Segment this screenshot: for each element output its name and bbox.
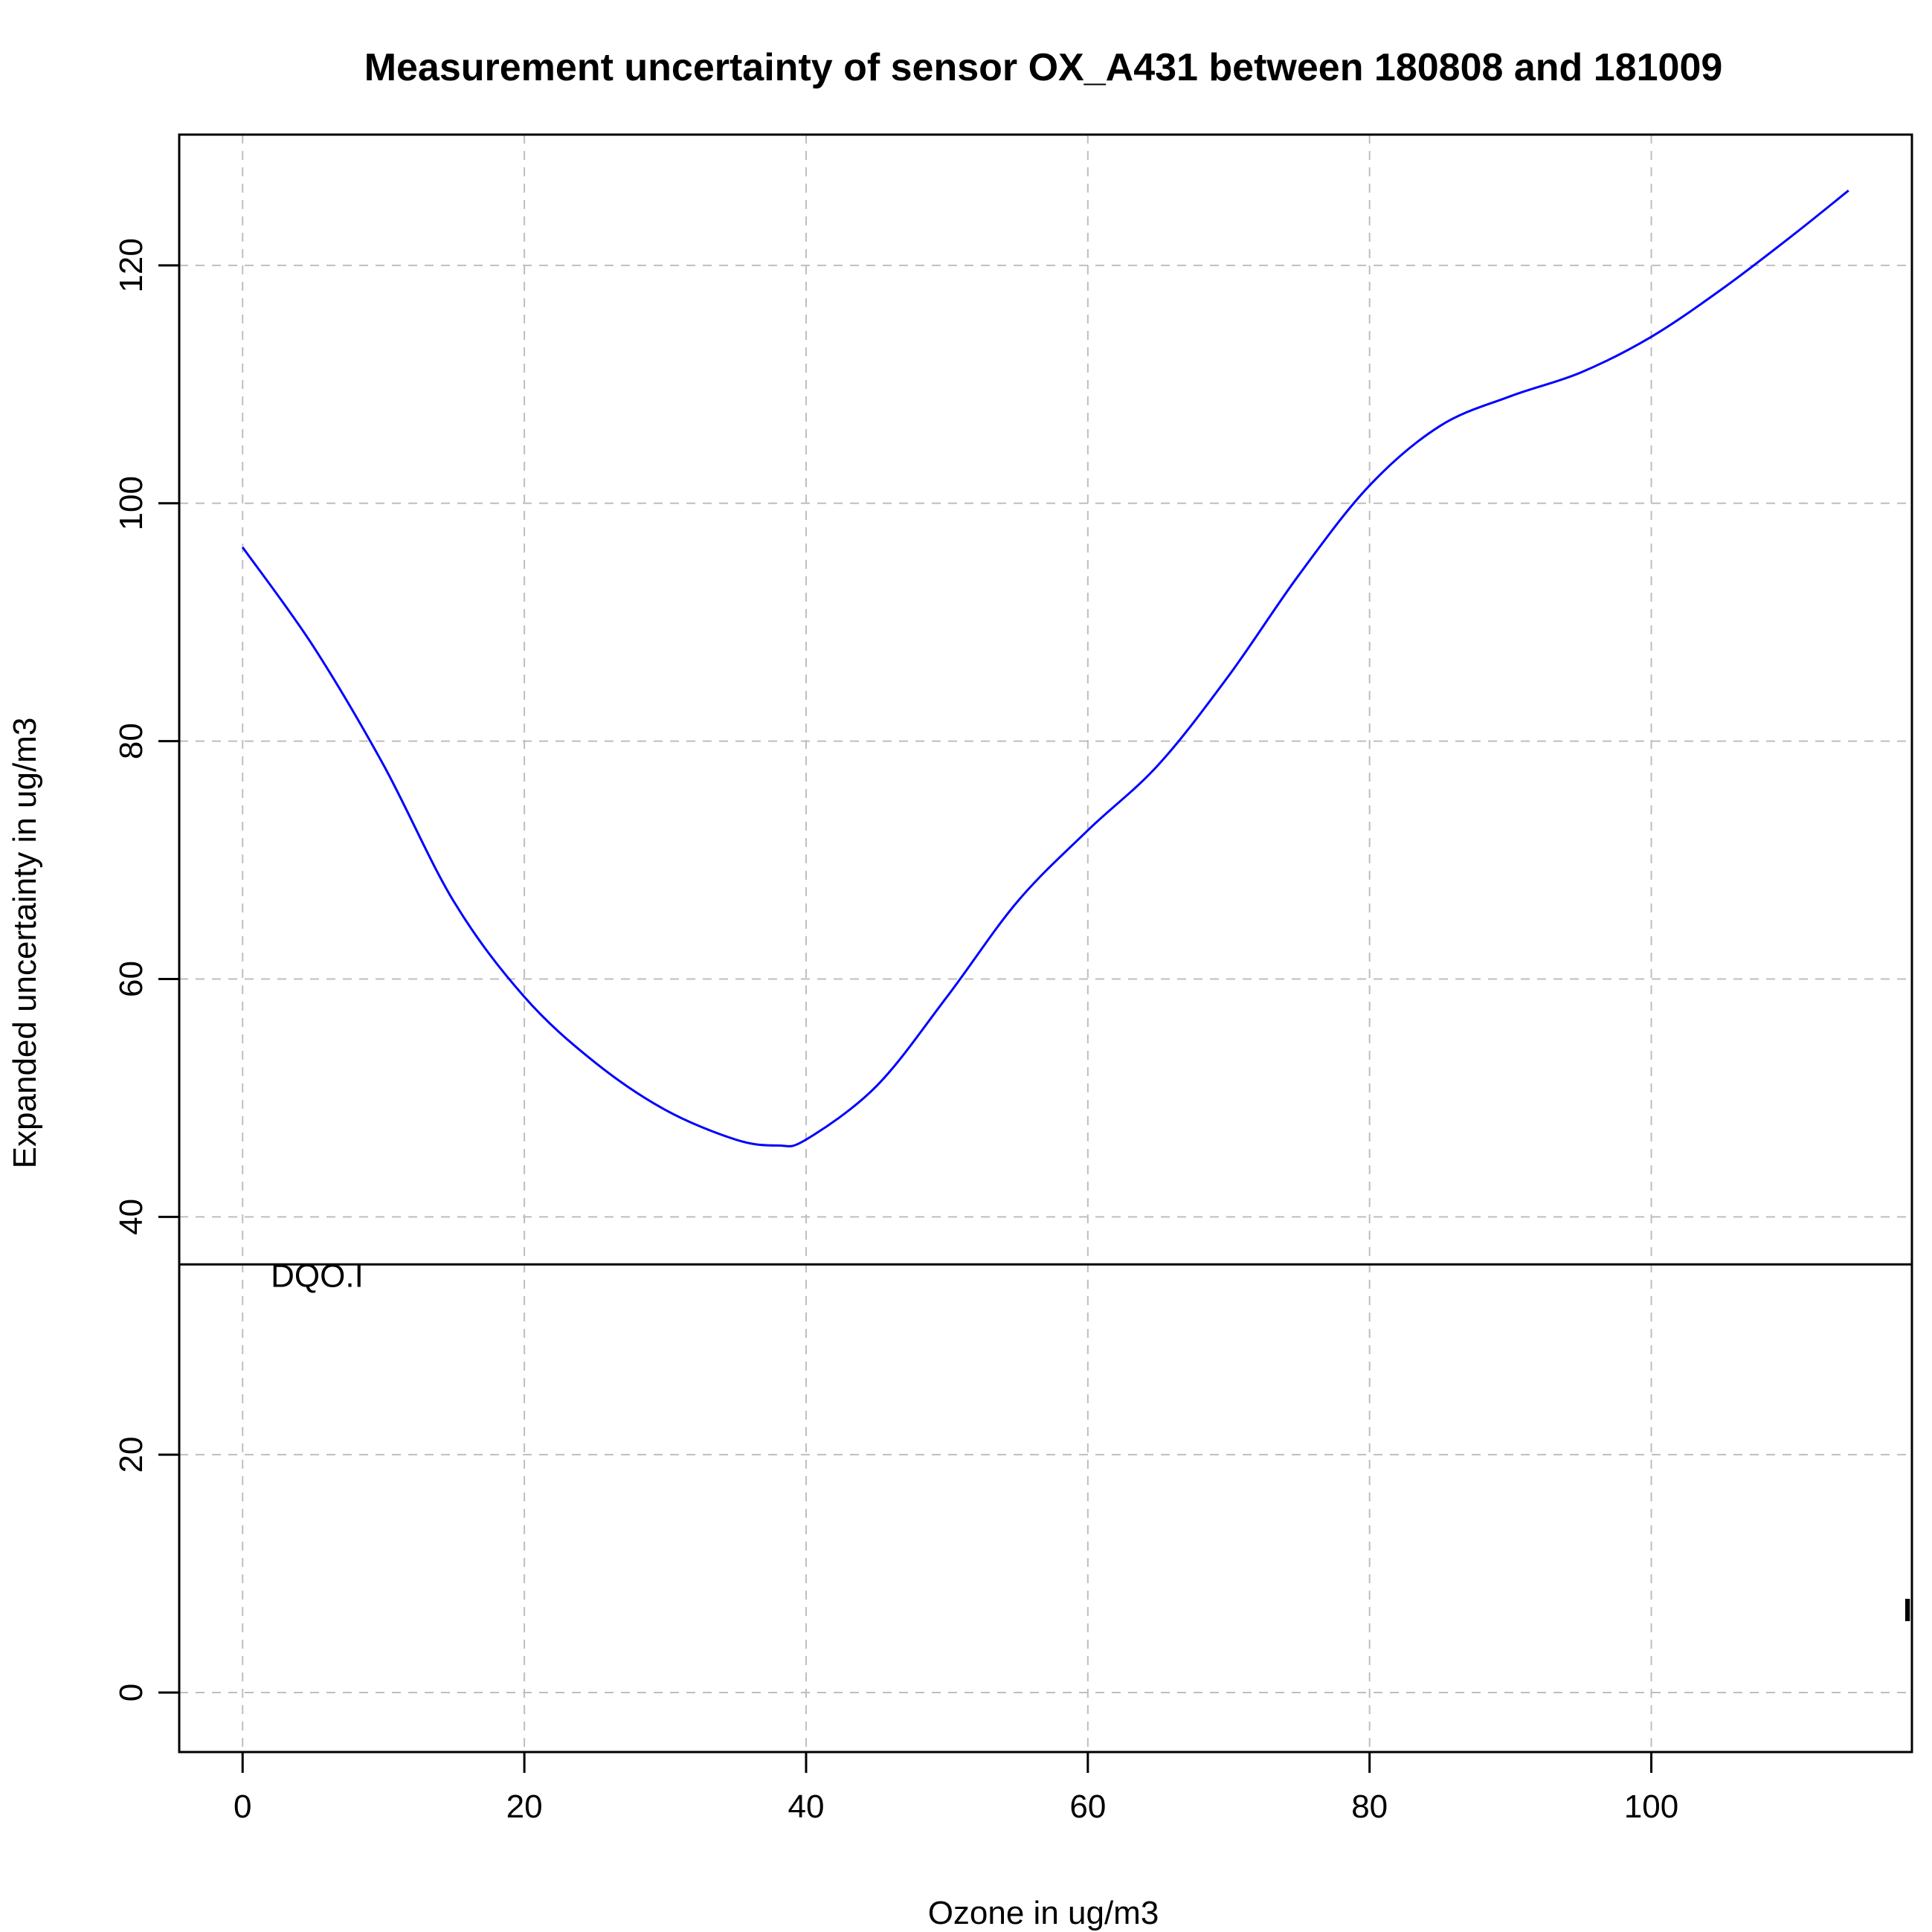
edge-marker-label: I [1903,1592,1912,1629]
x-axis: 0 20 40 60 80 100 [234,1752,1678,1825]
y-tick-label: 100 [113,476,149,530]
uncertainty-series-line [241,190,1849,1147]
y-tick-label: 0 [113,1684,149,1701]
y-tick-label: 60 [113,961,149,997]
series-lines [241,190,1849,1147]
y-tick-label: 20 [113,1437,149,1473]
plot-frame [178,133,1913,1754]
x-tick-label: 0 [234,1788,251,1825]
x-tick-label: 60 [1069,1788,1106,1825]
x-axis-label: Ozone in ug/m3 [928,1895,1159,1931]
x-tick-label: 100 [1624,1788,1678,1825]
grid-lines [179,135,1912,1752]
y-tick-label: 120 [113,238,149,292]
y-tick-label: 40 [113,1199,149,1235]
y-axis-label: Expanded uncertainty in ug/m3 [7,718,43,1169]
y-axis: 0 20 40 60 80 100 120 [113,238,179,1701]
dqo-label: DQO.I [271,1258,364,1294]
chart-title: Measurement uncertainty of sensor OX_A43… [364,46,1723,89]
y-tick-label: 80 [113,723,149,759]
x-tick-label: 80 [1351,1788,1388,1825]
x-tick-label: 20 [506,1788,543,1825]
x-tick-label: 40 [788,1788,824,1825]
reference-lines: DQO.I I [179,1258,1912,1629]
